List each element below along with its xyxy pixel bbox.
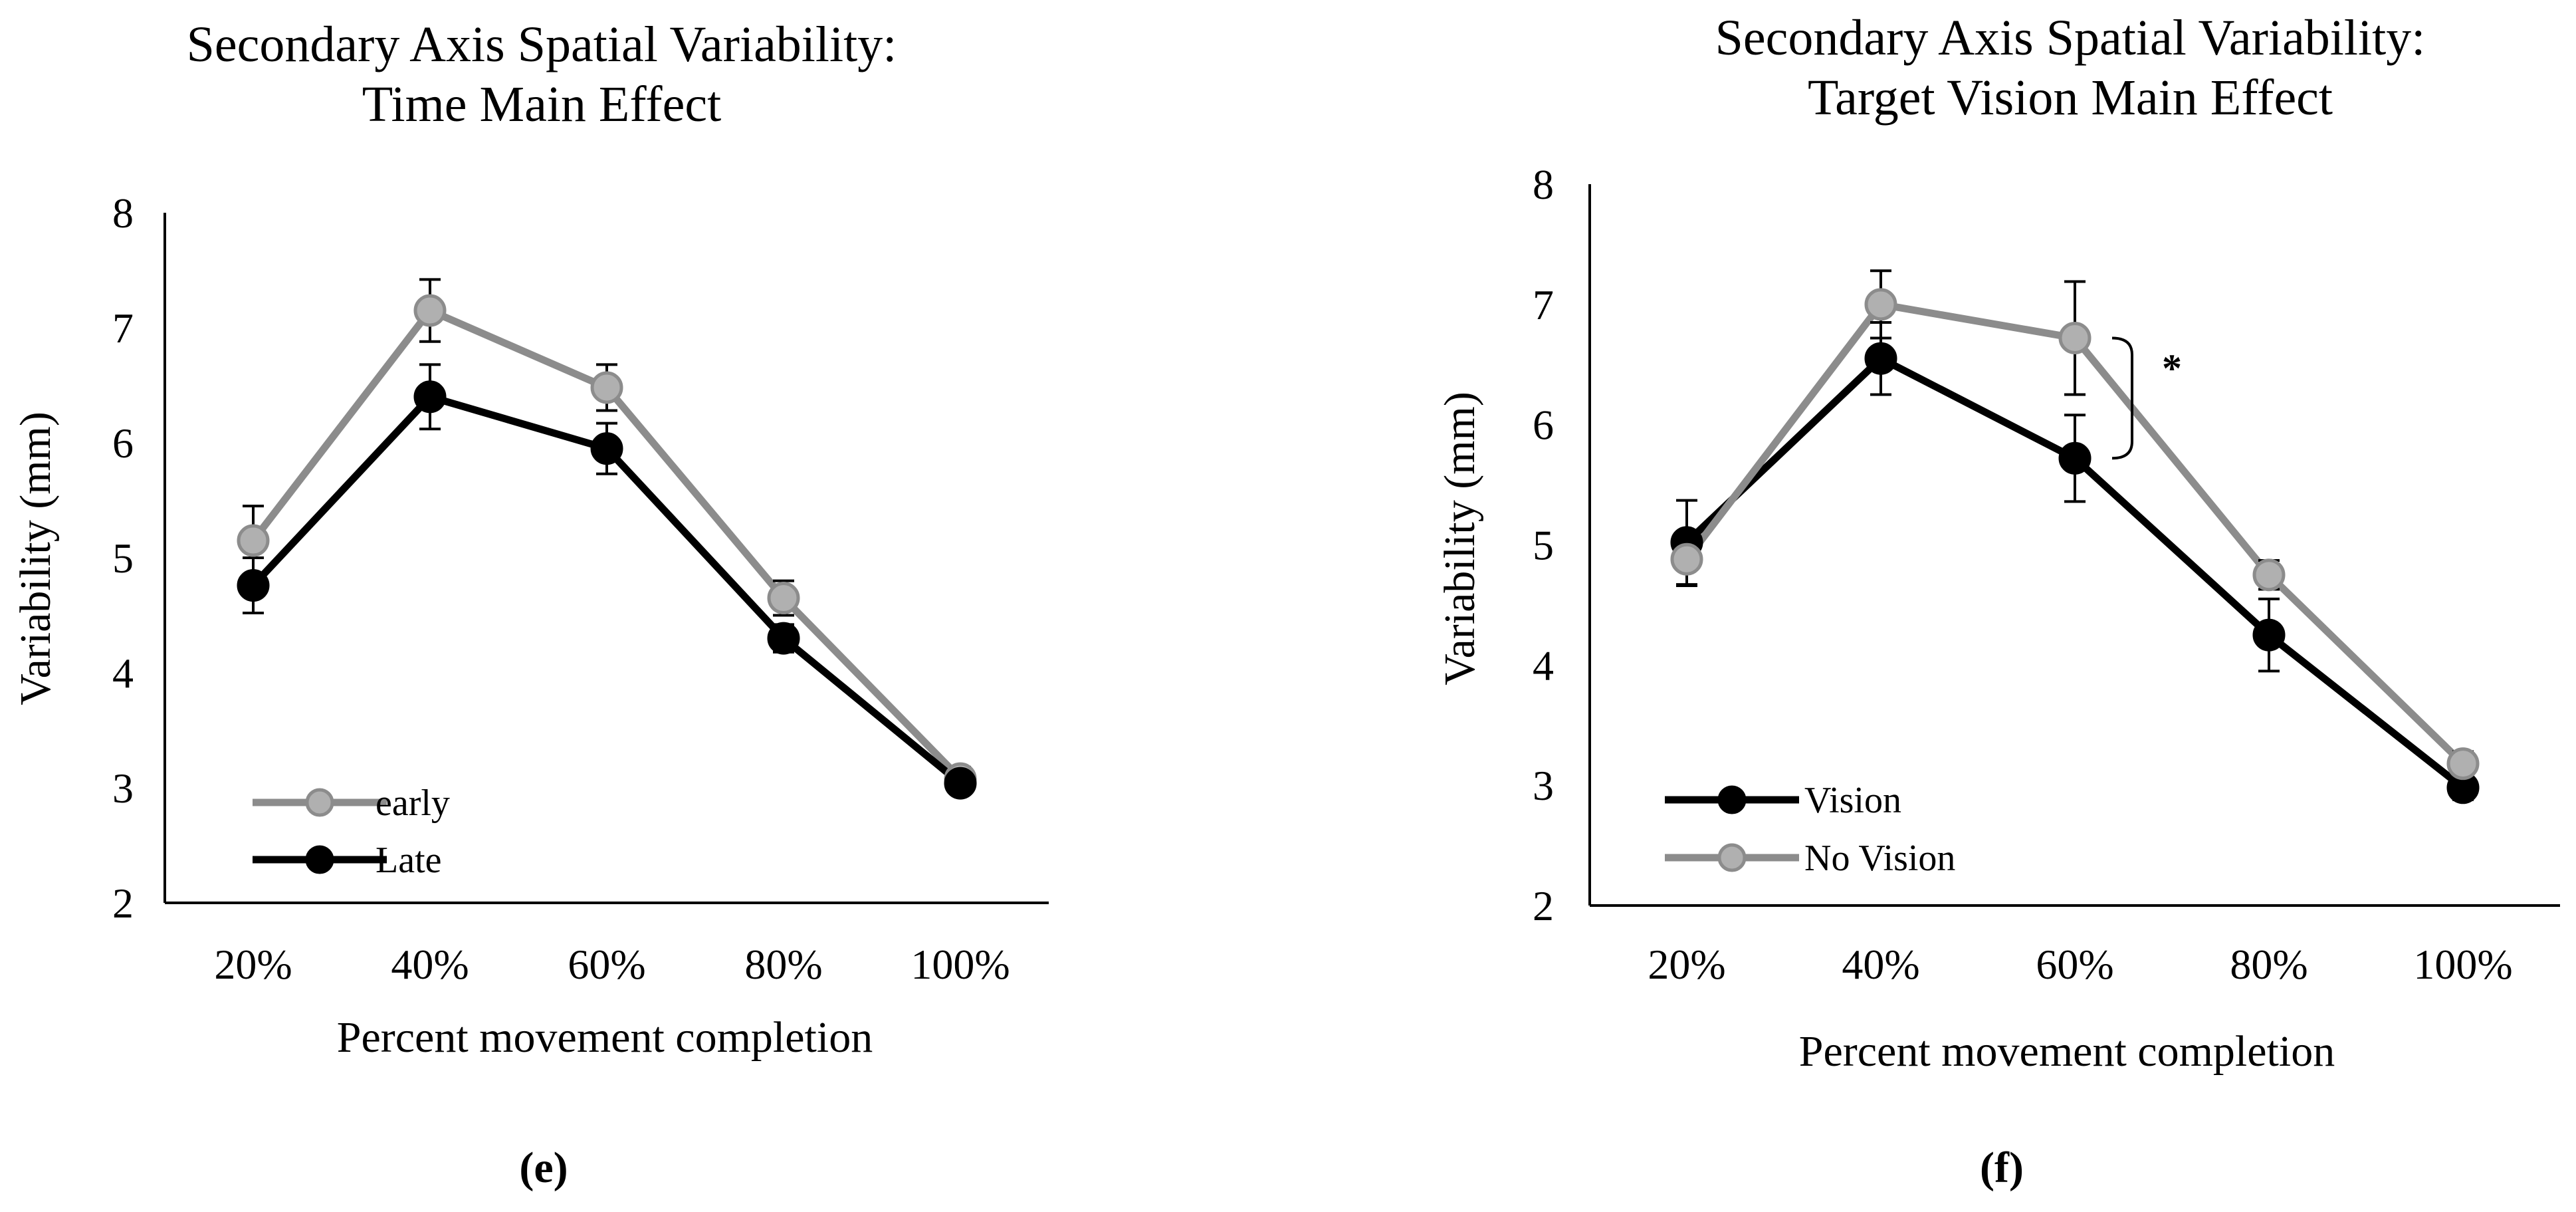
y-tick-label: 7 bbox=[112, 304, 134, 352]
x-tick-label: 60% bbox=[2036, 941, 2113, 988]
data-point-late bbox=[237, 569, 270, 602]
chart-title-line: Secondary Axis Spatial Variability: bbox=[187, 17, 897, 72]
x-tick-label: 40% bbox=[1842, 941, 1919, 988]
data-point-early bbox=[590, 371, 623, 404]
x-tick-label: 100% bbox=[911, 941, 1010, 988]
legend-label-late: Late bbox=[376, 840, 441, 881]
y-tick-label: 5 bbox=[1533, 522, 1554, 569]
chart-title-line: Time Main Effect bbox=[362, 76, 721, 132]
x-tick-label: 80% bbox=[744, 941, 822, 988]
y-tick-label: 7 bbox=[1533, 281, 1554, 328]
chart-title-line: Secondary Axis Spatial Variability: bbox=[1715, 10, 2426, 66]
y-tick-label: 2 bbox=[1533, 882, 1554, 929]
x-tick-label: 80% bbox=[2230, 941, 2308, 988]
legend-label-early: early bbox=[376, 783, 450, 824]
data-point-early bbox=[237, 524, 270, 557]
data-point-late bbox=[767, 622, 800, 655]
x-tick-label: 60% bbox=[568, 941, 645, 988]
legend-swatch-marker-vision bbox=[1717, 785, 1747, 814]
figure-caption: (e) bbox=[519, 1144, 568, 1192]
x-tick-label: 40% bbox=[391, 941, 469, 988]
significance-marker: * bbox=[2162, 346, 2182, 390]
y-tick-label: 8 bbox=[112, 189, 134, 237]
chart-f: Secondary Axis Spatial Variability:Targe… bbox=[1436, 10, 2560, 1192]
y-tick-label: 4 bbox=[112, 650, 134, 697]
y-tick-label: 2 bbox=[112, 880, 134, 927]
data-point-no-vision bbox=[1670, 543, 1703, 576]
data-point-vision bbox=[2058, 441, 2092, 475]
data-point-vision bbox=[2252, 618, 2286, 652]
y-tick-label: 6 bbox=[112, 420, 134, 467]
y-axis-label: Variability (mm) bbox=[1436, 392, 1484, 685]
y-tick-label: 6 bbox=[1533, 402, 1554, 449]
data-point-no-vision bbox=[2252, 558, 2286, 592]
legend-label-vision: Vision bbox=[1804, 780, 1901, 821]
data-point-early bbox=[767, 582, 800, 615]
x-tick-label: 20% bbox=[214, 941, 292, 988]
legend-label-no-vision: No Vision bbox=[1804, 838, 1955, 879]
data-point-no-vision bbox=[1864, 288, 1897, 321]
x-axis-label: Percent movement completion bbox=[1799, 1027, 2335, 1076]
y-tick-label: 4 bbox=[1533, 642, 1554, 689]
x-tick-label: 100% bbox=[2413, 941, 2512, 988]
data-point-late bbox=[413, 380, 447, 414]
data-point-no-vision bbox=[2446, 747, 2480, 781]
y-tick-label: 5 bbox=[112, 535, 134, 582]
x-tick-label: 20% bbox=[1648, 941, 1725, 988]
data-point-no-vision bbox=[2058, 321, 2092, 354]
y-tick-label: 3 bbox=[1533, 762, 1554, 809]
y-tick-label: 8 bbox=[1533, 161, 1554, 208]
data-point-late bbox=[590, 432, 623, 465]
y-tick-label: 3 bbox=[112, 765, 134, 812]
y-axis-label: Variability (mm) bbox=[11, 412, 60, 705]
significance-bracket bbox=[2111, 336, 2133, 460]
x-axis-label: Percent movement completion bbox=[337, 1013, 873, 1062]
chart-title-line: Target Vision Main Effect bbox=[1808, 70, 2333, 126]
data-point-vision bbox=[1864, 342, 1897, 375]
chart-e: Secondary Axis Spatial Variability:Time … bbox=[11, 17, 1049, 1192]
data-point-late bbox=[944, 767, 977, 800]
legend-swatch-marker-early bbox=[305, 788, 334, 817]
legend-swatch-marker-late bbox=[305, 845, 334, 874]
figure-caption: (f) bbox=[1980, 1144, 2024, 1192]
data-point-early bbox=[413, 294, 447, 327]
legend-swatch-marker-no-vision bbox=[1717, 843, 1747, 872]
